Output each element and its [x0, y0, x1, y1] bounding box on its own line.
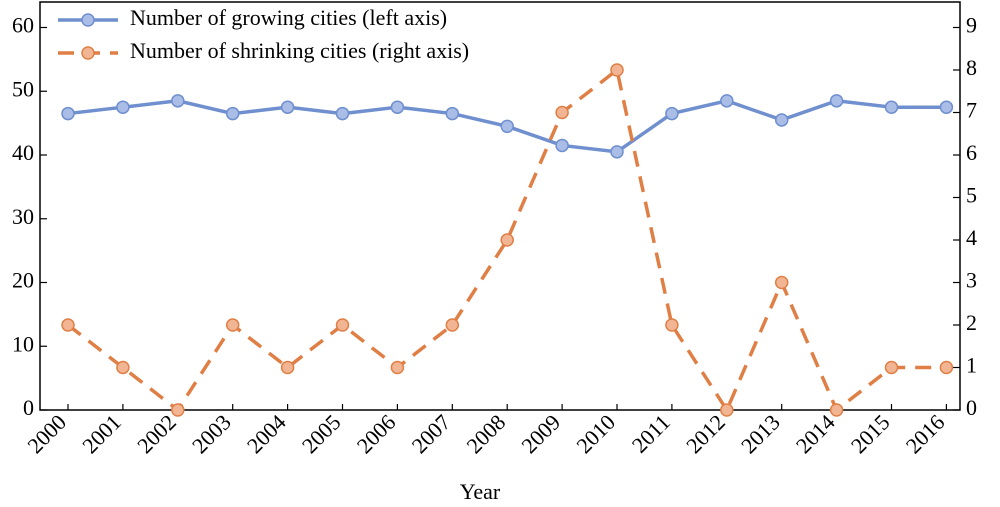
- point: [116, 100, 130, 114]
- x-tick-label: 2013: [736, 409, 785, 458]
- point: [335, 318, 350, 332]
- point: [884, 100, 899, 114]
- point: [280, 360, 295, 375]
- point: [280, 100, 295, 114]
- plot-frame: [39, 1, 961, 411]
- legend-label: Number of growing cities (left axis): [130, 5, 447, 30]
- point: [500, 119, 514, 134]
- point: [939, 100, 954, 114]
- point: [61, 318, 75, 332]
- x-tick-label: 2002: [132, 409, 181, 458]
- y2-tick-label: 5: [966, 183, 977, 208]
- point: [445, 106, 460, 121]
- point: [61, 106, 75, 121]
- legend-label: Number of shrinking cities (right axis): [130, 38, 469, 63]
- x-tick-label: 2006: [352, 409, 401, 458]
- y2-tick-label: 6: [966, 140, 977, 165]
- point: [390, 360, 405, 375]
- point: [225, 318, 240, 332]
- y-tick-label: 20: [12, 268, 34, 293]
- x-tick-label: 2011: [627, 409, 675, 457]
- point: [829, 94, 844, 108]
- x-tick-label: 2010: [571, 409, 620, 458]
- x-tick-label: 2016: [901, 409, 950, 458]
- y-tick-label: 10: [12, 331, 34, 356]
- point: [335, 106, 350, 121]
- point: [171, 403, 185, 417]
- y2-tick-label: 1: [966, 353, 977, 378]
- point: [720, 403, 734, 417]
- point: [829, 403, 844, 417]
- point: [610, 145, 624, 159]
- x-tick-label: 2014: [791, 409, 840, 458]
- point: [555, 138, 569, 153]
- x-tick-label: 2005: [297, 409, 346, 458]
- x-axis-label: Year: [460, 479, 501, 504]
- y-tick-label: 50: [12, 76, 34, 101]
- legend-marker: [81, 46, 95, 60]
- x-tick-label: 2007: [407, 409, 456, 458]
- y-tick-label: 40: [12, 140, 34, 165]
- y2-tick-label: 2: [966, 310, 977, 335]
- point: [720, 94, 734, 108]
- point: [116, 360, 130, 375]
- x-tick-label: 2009: [516, 409, 565, 458]
- point: [939, 360, 954, 375]
- point: [665, 106, 679, 121]
- y-tick-label: 60: [12, 13, 34, 38]
- point: [225, 106, 240, 121]
- point: [774, 113, 789, 127]
- point: [884, 360, 899, 375]
- x-tick-label: 2003: [187, 409, 236, 458]
- point: [774, 275, 789, 290]
- y2-tick-label: 4: [966, 225, 977, 250]
- y2-tick-label: 3: [966, 268, 977, 293]
- y2-tick-label: 8: [966, 55, 977, 80]
- point: [445, 318, 460, 332]
- y-tick-label: 30: [12, 204, 34, 229]
- y2-tick-label: 0: [966, 395, 977, 420]
- x-tick-label: 2012: [681, 409, 730, 458]
- y2-tick-label: 9: [966, 13, 977, 38]
- point: [555, 105, 569, 120]
- x-tick-label: 2008: [462, 409, 511, 458]
- y-tick-label: 0: [23, 395, 34, 420]
- point: [171, 94, 185, 108]
- point: [390, 100, 405, 114]
- y2-tick-label: 7: [966, 98, 977, 123]
- x-tick-label: 2015: [846, 409, 895, 458]
- point: [665, 318, 679, 332]
- point: [500, 233, 514, 247]
- x-tick-label: 2001: [77, 409, 126, 458]
- point: [610, 63, 624, 77]
- legend-marker: [81, 13, 95, 27]
- x-tick-label: 2004: [242, 409, 291, 458]
